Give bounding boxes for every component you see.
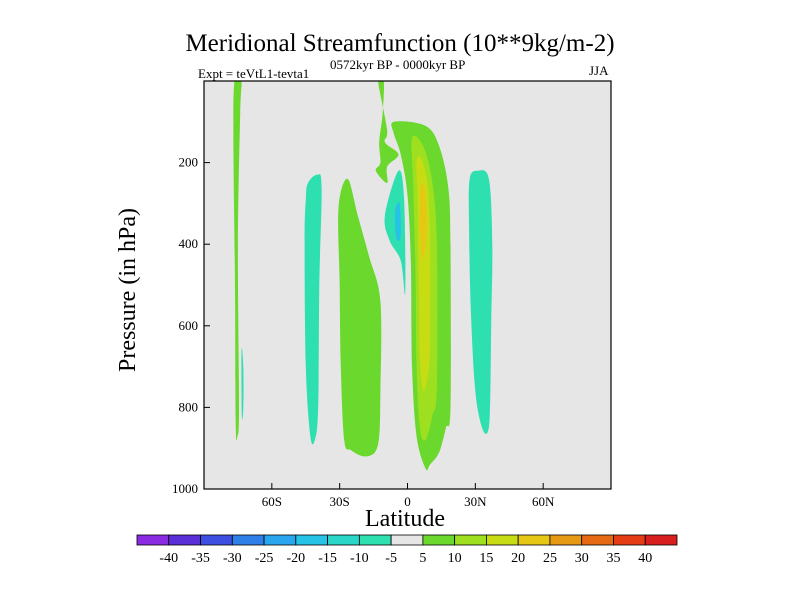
colorbar-box [454,534,487,546]
colorbar-box [327,534,360,546]
colorbar-box [136,534,170,546]
x-axis-label: Latitude [365,506,445,532]
colorbar-box [231,534,265,546]
colorbar-box [358,534,392,546]
x-tick-label: 60S [262,494,282,509]
y-tick-label: 400 [179,236,199,251]
colorbar-label: -40 [159,551,178,566]
colorbar-box [613,534,646,546]
y-tick-label: 200 [179,155,199,170]
x-tick-label: 60N [532,494,555,509]
colorbar-box [263,534,297,546]
colorbar: -40 -35 -30 -25 -20 -15 -10 -5 5 10 15 20 25 30 35 40 [136,534,678,566]
chart-title: Meridional Streamfunction (10**9kg/m-2) [185,30,615,57]
colorbar-label: 5 [419,551,426,566]
colorbar-box [390,534,424,546]
high-lat-south-negative-sliver-region [241,347,244,420]
colorbar-label: 35 [606,551,620,566]
colorbar-label: 10 [448,551,462,566]
y-tick-label: 1000 [172,481,198,496]
x-tick-label: 0 [404,494,411,509]
equatorial-upper-positive-strip-region [375,81,399,184]
x-tick-label: 30S [330,494,350,509]
colorbar-box [644,534,678,546]
colorbar-label: -35 [191,551,210,566]
colorbar-box [581,534,614,546]
colorbar-label: -15 [318,551,337,566]
colorbar-box [295,534,328,546]
season-subtitle: JJA [589,63,609,78]
period-subtitle: 0572kyr BP - 0000kyr BP [330,57,466,72]
colorbar-label: -20 [286,551,305,566]
colorbar-label: 30 [575,551,589,566]
colorbar-box [168,534,201,546]
tropical-negative-core-region [394,202,401,241]
colorbar-box [549,534,583,546]
y-tick-label: 800 [179,399,199,414]
colorbar-label: -10 [350,551,369,566]
colorbar-label: -30 [223,551,242,566]
x-tick-label: 30N [464,494,487,509]
colorbar-label: -25 [255,551,274,566]
tropical-negative-cell-region [384,170,406,296]
contour-regions [233,81,493,471]
experiment-subtitle: Expt = teVtL1-tevta1 [198,66,310,81]
northern-hadley-core-region [419,182,427,262]
colorbar-label: 15 [479,551,493,566]
colorbar-label: -5 [385,551,397,566]
colorbar-box [200,534,233,546]
colorbar-box [517,534,551,546]
colorbar-label: 40 [638,551,652,566]
northern-midlat-negative-cell-region [468,170,493,434]
y-tick-label: 600 [179,318,199,333]
axis-ticks: 60S 30S 0 30N 60N 200 400 600 800 1000 [172,155,555,509]
colorbar-box [422,534,456,546]
colorbar-label: 20 [511,551,525,566]
southern-subtropical-positive-cell-region [338,178,382,457]
colorbar-label: 25 [543,551,557,566]
southern-midlat-negative-cell-region [304,174,322,445]
high-lat-south-positive-band-region [233,81,242,441]
colorbar-box [486,534,519,546]
